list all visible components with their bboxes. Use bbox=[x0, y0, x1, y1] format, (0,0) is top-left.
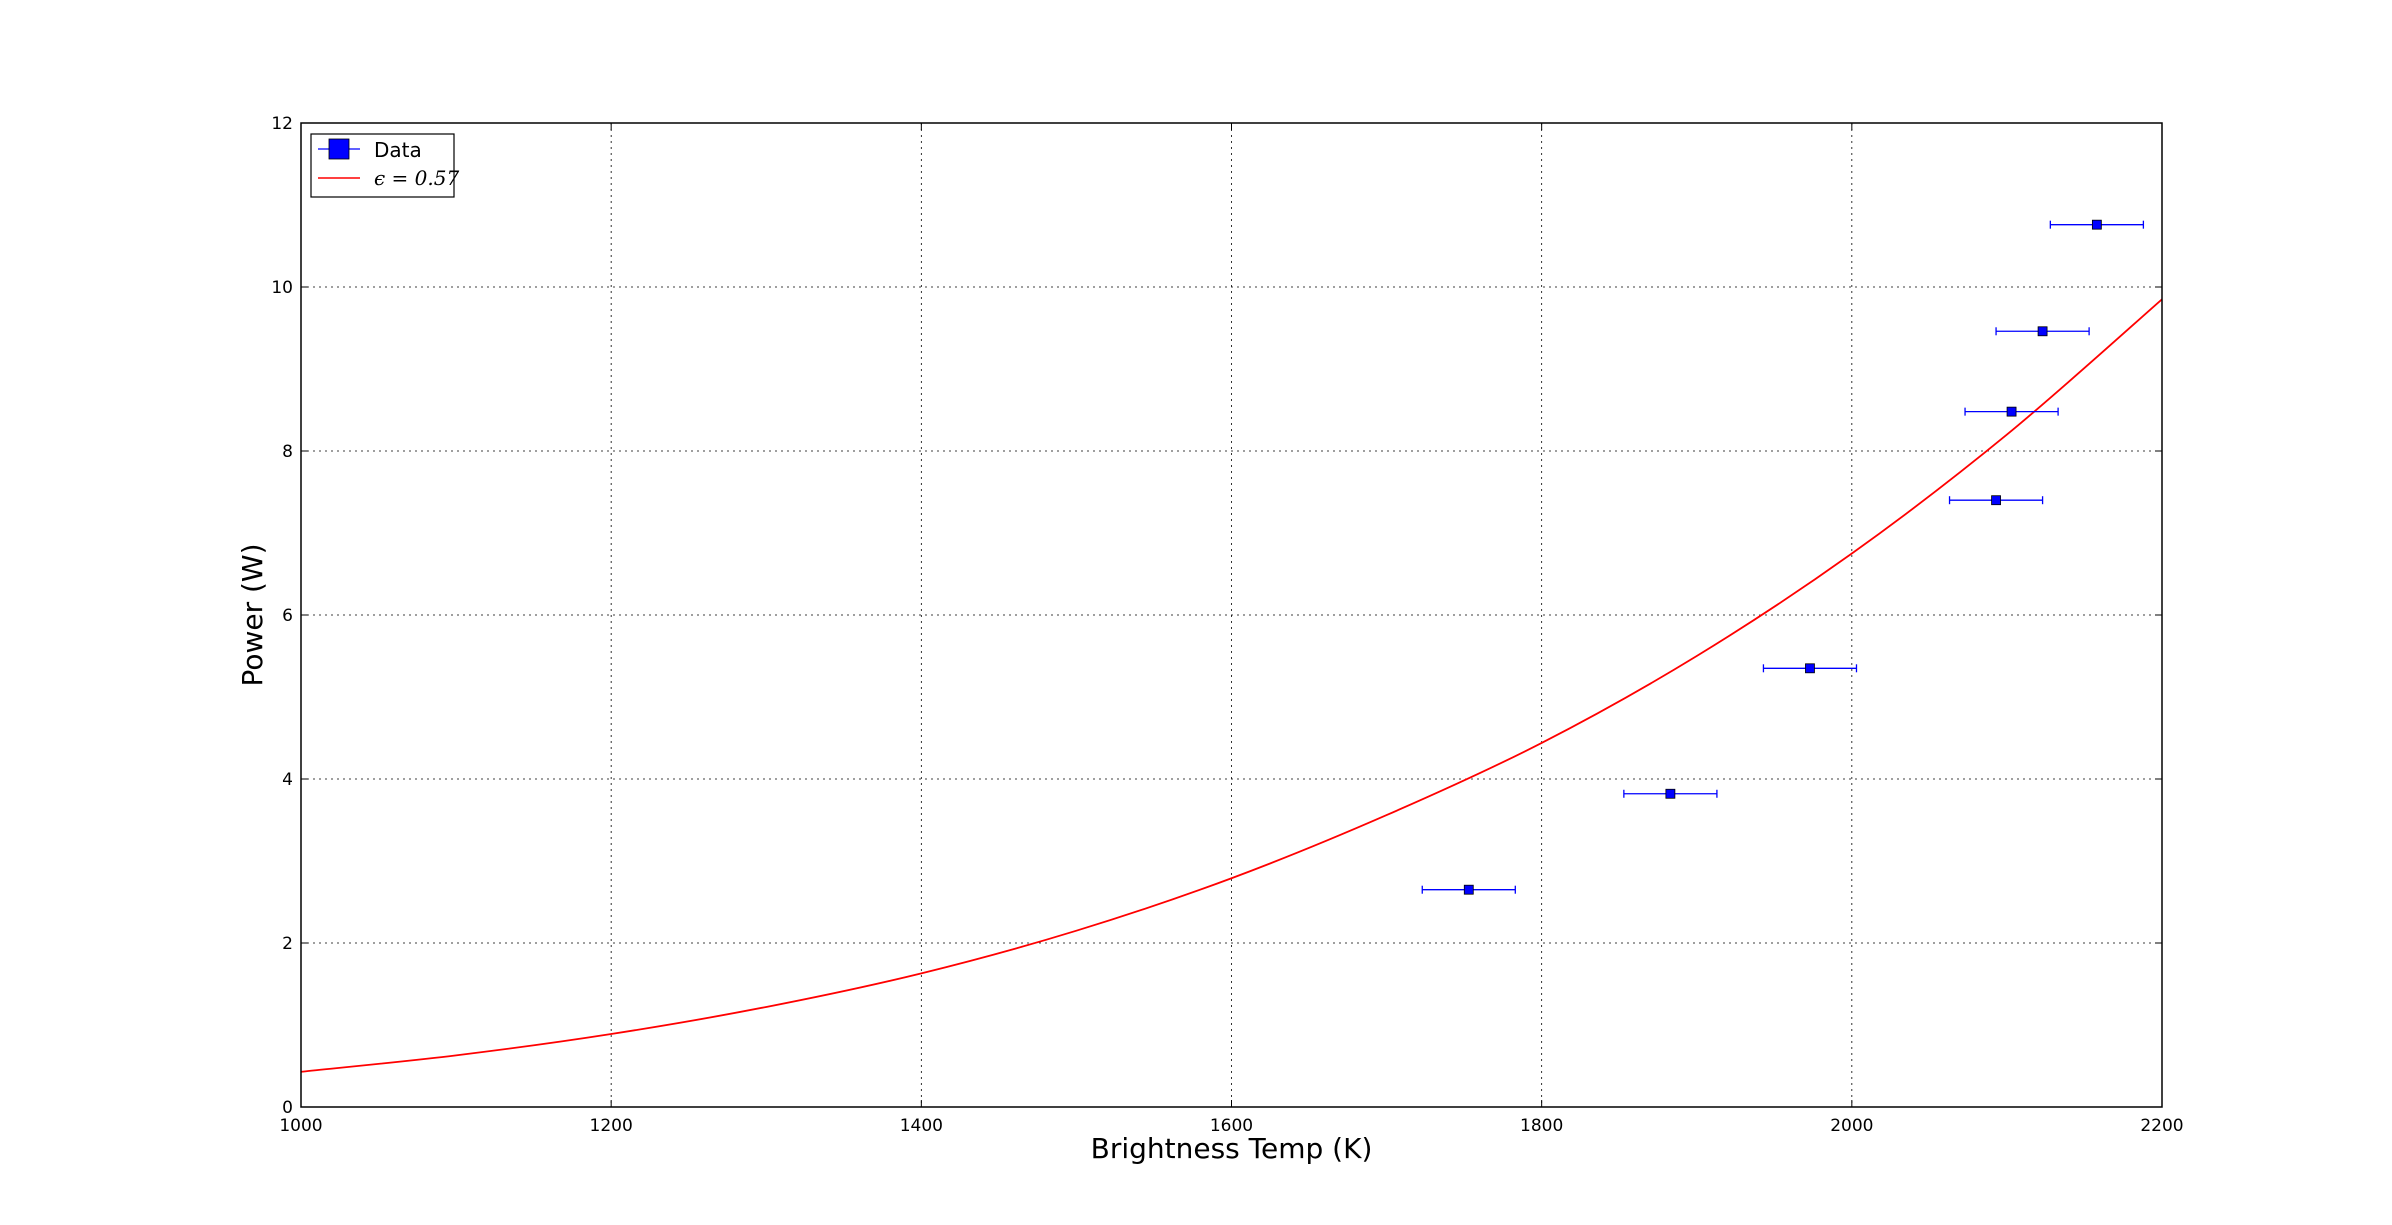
data-point bbox=[1623, 788, 1718, 799]
x-tick-label: 2200 bbox=[2140, 1116, 2183, 1136]
x-tick-label: 1400 bbox=[900, 1116, 943, 1136]
x-tick-label: 1800 bbox=[1520, 1116, 1563, 1136]
data-marker bbox=[1463, 884, 1474, 895]
data-marker bbox=[1665, 788, 1676, 799]
data-point bbox=[1964, 406, 2059, 417]
y-tick-label: 2 bbox=[282, 934, 293, 954]
y-tick-label: 10 bbox=[271, 278, 293, 298]
x-tick-label: 1600 bbox=[1210, 1116, 1253, 1136]
data-marker bbox=[1991, 495, 2001, 506]
x-tick-label: 2000 bbox=[1830, 1116, 1873, 1136]
legend-data-label: Data bbox=[374, 138, 422, 162]
y-tick-label: 0 bbox=[282, 1098, 293, 1118]
legend-data-marker bbox=[328, 138, 350, 160]
axis-tick-labels: 1000 1200 1400 1600 1800 2000 2200 0 2 4 6 8 10 12 bbox=[271, 114, 2183, 1136]
y-tick-label: 8 bbox=[282, 442, 293, 462]
x-tick-label: 1200 bbox=[590, 1116, 633, 1136]
legend-fit-label: ϵ = 0.57 bbox=[374, 166, 459, 190]
legend: Data ϵ = 0.57 bbox=[310, 133, 459, 198]
data-marker bbox=[2037, 326, 2048, 337]
data-point bbox=[1762, 663, 1858, 674]
data-marker bbox=[2006, 406, 2017, 417]
data-point bbox=[1421, 884, 1516, 895]
data-point bbox=[1995, 326, 2090, 337]
y-tick-label: 12 bbox=[271, 114, 293, 134]
data-marker bbox=[1805, 663, 1815, 674]
fit-curve bbox=[300, 298, 2163, 1073]
data-point bbox=[1948, 495, 2044, 506]
grid-lines bbox=[301, 123, 2162, 1107]
fit-curve-layer bbox=[300, 298, 2163, 1073]
y-tick-label: 4 bbox=[282, 770, 293, 790]
y-tick-label: 6 bbox=[282, 606, 293, 626]
data-point bbox=[2049, 219, 2145, 230]
axis-ticks bbox=[300, 122, 2163, 1108]
data-points-layer bbox=[1421, 219, 2145, 895]
y-axis-label: Power (W) bbox=[236, 543, 269, 686]
x-tick-label: 1000 bbox=[279, 1116, 322, 1136]
x-axis-label: Brightness Temp (K) bbox=[1091, 1132, 1373, 1165]
data-marker bbox=[2091, 219, 2102, 230]
